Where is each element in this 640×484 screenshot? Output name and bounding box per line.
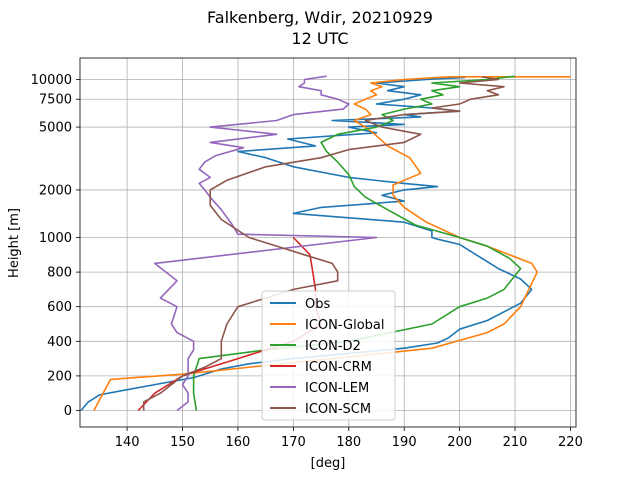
legend-entry: ICON-SCM [305,402,371,417]
y-tick-label: 800 [47,266,72,281]
x-tick-label: 220 [558,435,583,450]
series-lines [80,75,571,412]
x-tick-label: 150 [170,435,195,450]
x-tick-label: 140 [115,435,140,450]
y-tick-label: 0 [64,404,72,419]
x-axis-label: [deg] [311,456,346,471]
x-tick-label: 210 [503,435,528,450]
y-axis-label: Height [m] [7,208,22,278]
y-tick-label: 400 [47,335,72,350]
y-tick-label: 5000 [39,121,72,136]
y-tick-label: 200 [47,369,72,384]
chart-subtitle: 12 UTC [291,29,348,48]
x-tick-label: 200 [447,435,472,450]
x-tick-label: 160 [226,435,251,450]
x-tick-label: 190 [392,435,417,450]
x-tick-label: 170 [281,435,306,450]
plot-frame [79,57,577,428]
series-line-icon-global [93,76,571,411]
y-tick-label: 2000 [39,183,72,198]
x-tick-label: 180 [336,435,361,450]
legend-entry: ICON-CRM [305,360,372,375]
series-line-icon-lem [154,75,378,412]
y-tick-label: 7500 [39,93,72,108]
series-line-icon-d2 [192,75,522,411]
legend: Obs ICON-Global ICON-D2 ICON-CRM ICON-LEM ICO… [261,290,396,421]
legend-entry: ICON-Global [305,318,385,333]
series-line-icon-scm [142,76,505,411]
y-tick-label: 1000 [39,231,72,246]
chart-title: Falkenberg, Wdir, 20210929 [207,8,433,27]
legend-entry: Obs [305,297,330,312]
legend-entry: ICON-D2 [305,339,361,354]
axes: 140 150 160 170 180 190 200 210 220 0 200 400 600 800… [31,57,583,450]
y-tick-label: 600 [47,300,72,315]
legend-entry: ICON-LEM [305,381,369,396]
y-tick-label: 10000 [31,73,72,88]
